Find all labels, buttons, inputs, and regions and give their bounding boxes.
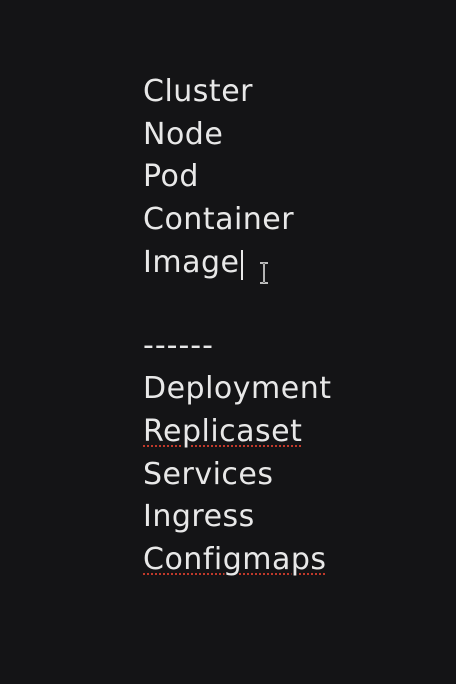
line-cluster[interactable]: Cluster [143, 74, 253, 109]
line-configmaps[interactable]: Configmaps [143, 542, 327, 577]
line-image[interactable]: Image [143, 245, 240, 280]
line-node[interactable]: Node [143, 117, 224, 152]
line-ingress[interactable]: Ingress [143, 499, 255, 534]
line-separator[interactable]: ------ [143, 328, 214, 363]
line-services[interactable]: Services [143, 457, 274, 492]
line-deployment[interactable]: Deployment [143, 371, 332, 406]
text-caret [241, 250, 243, 280]
line-replicaset[interactable]: Replicaset [143, 414, 303, 449]
line-container[interactable]: Container [143, 202, 295, 237]
i-beam-cursor-icon [257, 262, 271, 284]
line-pod[interactable]: Pod [143, 159, 199, 194]
